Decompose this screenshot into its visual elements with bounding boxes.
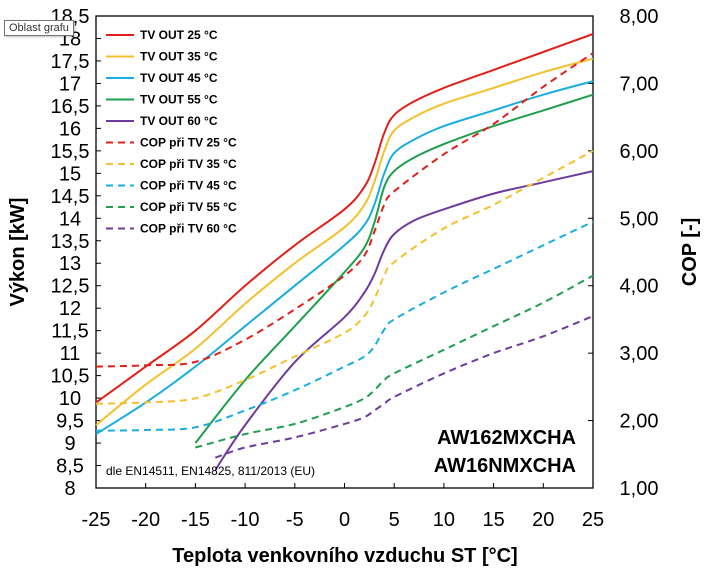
x-tick-label: 20 bbox=[532, 509, 554, 531]
series-line-7[interactable] bbox=[95, 150, 594, 405]
y-tick-label: 12,5 bbox=[51, 276, 90, 298]
y-tick-label: 13,5 bbox=[51, 231, 90, 253]
y2-tick-label: 6,00 bbox=[620, 141, 659, 163]
series-line-8[interactable] bbox=[95, 220, 594, 432]
x-tick-label: -15 bbox=[181, 509, 210, 531]
x-axis-ticks: -25 -20 -15 -10 -5 0 5 10 15 20 25 bbox=[82, 483, 604, 531]
y-tick-label: 15,5 bbox=[51, 141, 90, 163]
x-tick-label: -25 bbox=[82, 509, 111, 531]
y-tick-label: 13 bbox=[59, 253, 81, 275]
x-tick-label: -5 bbox=[286, 509, 304, 531]
y2-tick-label: 8,00 bbox=[620, 6, 659, 28]
chart-area-tooltip: Oblast grafu bbox=[4, 20, 74, 36]
y2-tick-label: 3,00 bbox=[620, 343, 659, 365]
y2-axis-title: COP [-] bbox=[679, 218, 701, 287]
series-line-5[interactable] bbox=[214, 170, 594, 471]
left-axis-ticks: 88,599,51010,51111,51212,51313,51414,515… bbox=[51, 6, 101, 500]
legend-label-3: TV OUT 45 °C bbox=[140, 71, 218, 85]
legend-label-10: COP při TV 60 °C bbox=[140, 222, 237, 236]
y2-tick-label: 2,00 bbox=[620, 411, 659, 433]
legend-label-5: TV OUT 60 °C bbox=[140, 114, 218, 128]
plot-frame bbox=[95, 15, 594, 489]
standards-note: dle EN14511, EN14825, 811/2013 (EU) bbox=[106, 464, 315, 478]
y-tick-label: 12 bbox=[59, 298, 81, 320]
y-tick-label: 16,5 bbox=[51, 96, 90, 118]
y-tick-label: 9,5 bbox=[56, 411, 84, 433]
series-layer bbox=[95, 33, 594, 471]
y-tick-label: 8 bbox=[64, 478, 75, 500]
x-axis-title: Teplota venkovního vzduchu ST [°C] bbox=[172, 545, 517, 567]
y-tick-label: 17,5 bbox=[51, 51, 90, 73]
legend-label-8: COP při TV 45 °C bbox=[140, 179, 237, 193]
y2-tick-label: 4,00 bbox=[620, 276, 659, 298]
x-tick-label: -10 bbox=[231, 509, 260, 531]
x-tick-label: 25 bbox=[582, 509, 604, 531]
y2-tick-label: 5,00 bbox=[620, 208, 659, 230]
y2-tick-label: 1,00 bbox=[620, 478, 659, 500]
legend: TV OUT 25 °C TV OUT 35 °C TV OUT 45 °C TV O… bbox=[106, 28, 237, 236]
y-tick-label: 8,5 bbox=[56, 456, 84, 478]
x-tick-label: 10 bbox=[433, 509, 455, 531]
legend-label-1: TV OUT 25 °C bbox=[140, 28, 218, 42]
y-tick-label: 9 bbox=[64, 433, 75, 455]
y-tick-label: 10 bbox=[59, 388, 81, 410]
model-label-1: AW162MXCHA bbox=[437, 427, 576, 449]
right-axis-ticks: 1,00 2,00 3,00 4,00 5,00 6,00 7,00 8,00 bbox=[588, 6, 658, 500]
plot-area[interactable] bbox=[95, 15, 594, 489]
y-tick-label: 15 bbox=[59, 163, 81, 185]
series-line-6[interactable] bbox=[95, 52, 594, 368]
legend-label-9: COP při TV 55 °C bbox=[140, 200, 237, 214]
legend-label-7: COP při TV 35 °C bbox=[140, 157, 237, 171]
series-line-4[interactable] bbox=[194, 93, 594, 444]
y-tick-label: 10,5 bbox=[51, 366, 90, 388]
series-line-10[interactable] bbox=[214, 315, 594, 459]
series-line-9[interactable] bbox=[195, 274, 594, 449]
legend-label-2: TV OUT 35 °C bbox=[140, 50, 218, 64]
x-tick-label: -20 bbox=[131, 509, 160, 531]
y-tick-label: 14,5 bbox=[51, 186, 90, 208]
y-tick-label: 17 bbox=[59, 73, 81, 95]
series-line-2[interactable] bbox=[95, 57, 594, 426]
y-tick-label: 16 bbox=[59, 118, 81, 140]
y-tick-label: 11,5 bbox=[51, 321, 88, 343]
y-tick-label: 14 bbox=[59, 208, 81, 230]
series-line-3[interactable] bbox=[95, 80, 594, 435]
series-line-1[interactable] bbox=[95, 33, 594, 404]
legend-label-4: TV OUT 55 °C bbox=[140, 93, 218, 107]
model-label-2: AW16NMXCHA bbox=[434, 455, 576, 477]
x-tick-label: 5 bbox=[389, 509, 400, 531]
legend-label-6: COP při TV 25 °C bbox=[140, 136, 237, 150]
y2-tick-label: 7,00 bbox=[620, 73, 659, 95]
y-axis-title: Výkon [kW] bbox=[7, 198, 29, 307]
x-tick-label: 15 bbox=[482, 509, 504, 531]
x-tick-label: 0 bbox=[339, 509, 350, 531]
y-tick-label: 11 bbox=[60, 343, 81, 365]
